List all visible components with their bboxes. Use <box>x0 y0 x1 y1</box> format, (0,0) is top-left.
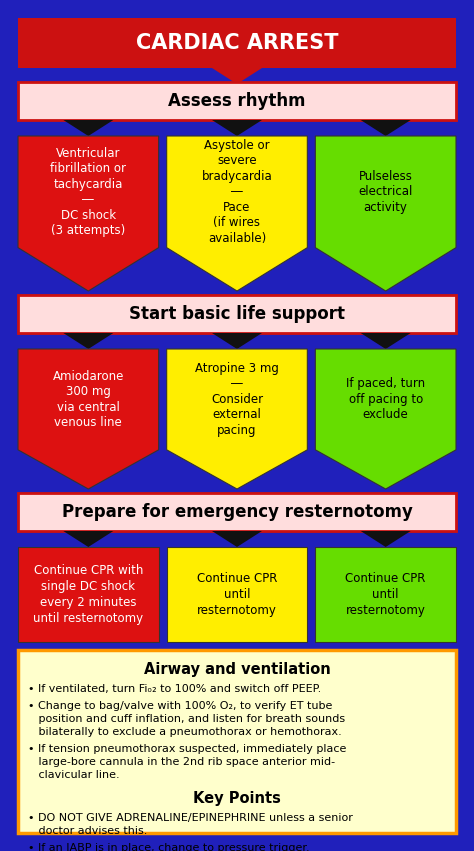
Polygon shape <box>212 120 262 136</box>
Bar <box>18 650 456 833</box>
Bar <box>18 18 456 68</box>
Text: Pulseless
electrical
activity: Pulseless electrical activity <box>358 170 413 214</box>
Bar <box>18 295 456 333</box>
Polygon shape <box>64 333 113 349</box>
Text: Prepare for emergency resternotomy: Prepare for emergency resternotomy <box>62 503 412 521</box>
Polygon shape <box>361 531 410 547</box>
Bar <box>18 547 159 642</box>
Polygon shape <box>212 68 262 84</box>
Polygon shape <box>18 136 159 291</box>
Polygon shape <box>167 349 307 489</box>
Text: Asystole or
severe
bradycardia
―
Pace
(if wires
available): Asystole or severe bradycardia ― Pace (i… <box>201 139 273 245</box>
Polygon shape <box>18 349 159 489</box>
Text: Continue CPR with
single DC shock
every 2 minutes
until resternotomy: Continue CPR with single DC shock every … <box>33 564 144 625</box>
Text: • DO NOT GIVE ADRENALINE/EPINEPHRINE unless a senior
   doctor advises this.: • DO NOT GIVE ADRENALINE/EPINEPHRINE unl… <box>28 813 353 836</box>
Polygon shape <box>64 531 113 547</box>
Polygon shape <box>315 136 456 291</box>
Polygon shape <box>361 120 410 136</box>
Text: Key Points: Key Points <box>193 791 281 806</box>
Text: • Change to bag/valve with 100% O₂, to verify ET tube
   position and cuff infla: • Change to bag/valve with 100% O₂, to v… <box>28 701 345 737</box>
Bar <box>315 547 456 642</box>
Text: • If tension pneumothorax suspected, immediately place
   large-bore cannula in : • If tension pneumothorax suspected, imm… <box>28 744 346 780</box>
Text: If paced, turn
off pacing to
exclude: If paced, turn off pacing to exclude <box>346 377 425 421</box>
Text: Start basic life support: Start basic life support <box>129 305 345 323</box>
Text: Ventricular
fibrillation or
tachycardia
―
DC shock
(3 attempts): Ventricular fibrillation or tachycardia … <box>50 146 127 237</box>
Text: Continue CPR
until
resternotomy: Continue CPR until resternotomy <box>197 572 277 617</box>
Text: Amiodarone
300 mg
via central
venous line: Amiodarone 300 mg via central venous lin… <box>53 369 124 429</box>
Polygon shape <box>212 531 262 547</box>
Text: Airway and ventilation: Airway and ventilation <box>144 662 330 677</box>
Text: CARDIAC ARREST: CARDIAC ARREST <box>136 33 338 53</box>
Polygon shape <box>167 136 307 291</box>
Bar <box>18 493 456 531</box>
Polygon shape <box>361 333 410 349</box>
Text: • If an IABP is in place, change to pressure trigger.: • If an IABP is in place, change to pres… <box>28 843 310 851</box>
Text: Atropine 3 mg
―
Consider
external
pacing: Atropine 3 mg ― Consider external pacing <box>195 362 279 437</box>
Text: Continue CPR
until
resternotomy: Continue CPR until resternotomy <box>346 572 426 617</box>
Polygon shape <box>212 333 262 349</box>
Polygon shape <box>315 349 456 489</box>
Polygon shape <box>64 120 113 136</box>
Bar <box>167 547 307 642</box>
Text: • If ventilated, turn Fiₒ₂ to 100% and switch off PEEP.: • If ventilated, turn Fiₒ₂ to 100% and s… <box>28 684 321 694</box>
Text: Assess rhythm: Assess rhythm <box>168 92 306 110</box>
Bar <box>18 82 456 120</box>
